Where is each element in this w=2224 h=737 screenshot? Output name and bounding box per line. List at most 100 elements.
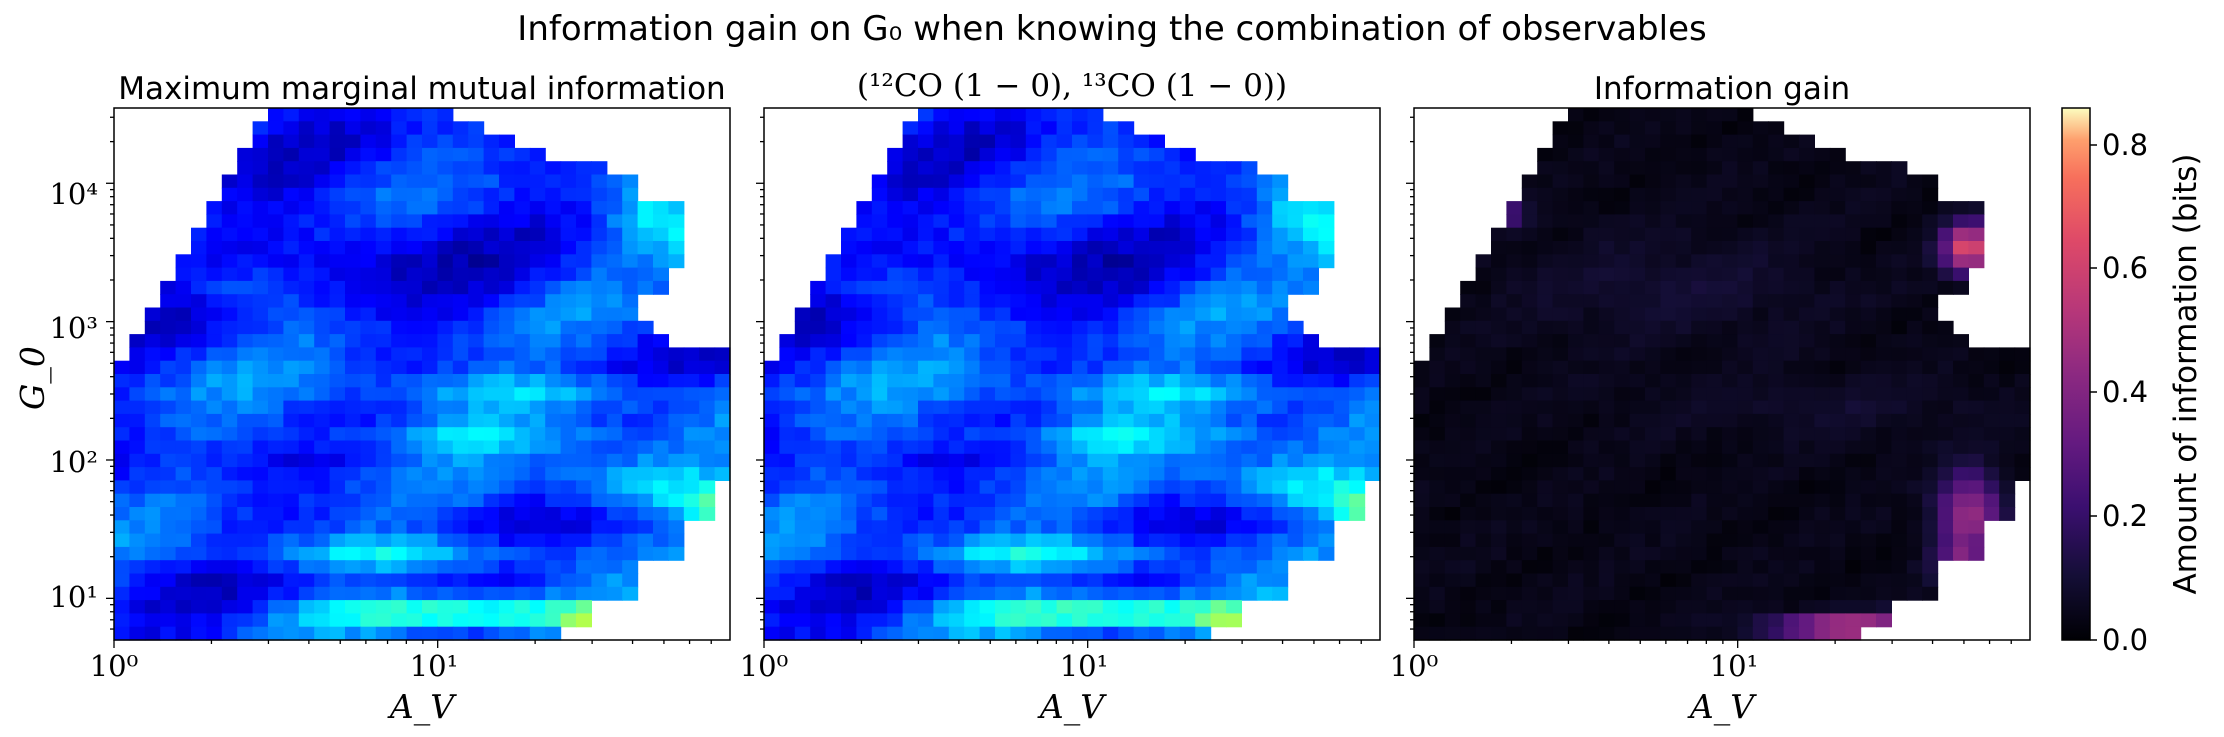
heatmap-cell bbox=[1087, 254, 1104, 269]
heatmap-cell bbox=[825, 334, 842, 348]
heatmap-cell bbox=[1475, 573, 1492, 588]
heatmap-cell bbox=[948, 400, 965, 415]
heatmap-cell bbox=[144, 546, 161, 561]
heatmap-cell bbox=[1195, 400, 1212, 415]
heatmap-cell bbox=[1118, 174, 1135, 189]
panel-1-xtick-10: 10¹ bbox=[410, 649, 459, 683]
heatmap-cell bbox=[979, 520, 996, 535]
heatmap-cell bbox=[1149, 241, 1165, 255]
heatmap-cell bbox=[1876, 227, 1892, 242]
heatmap-cell bbox=[1349, 413, 1366, 428]
heatmap-cell bbox=[653, 507, 669, 521]
heatmap-cell bbox=[606, 533, 623, 548]
heatmap-cell bbox=[1521, 241, 1538, 255]
heatmap-cell bbox=[1737, 467, 1754, 481]
heatmap-cell bbox=[437, 294, 454, 309]
heatmap-cell bbox=[468, 507, 485, 521]
heatmap-cell bbox=[514, 347, 531, 362]
heatmap-cell bbox=[1149, 600, 1165, 614]
heatmap-cell bbox=[545, 560, 562, 575]
heatmap-cell bbox=[637, 267, 654, 282]
heatmap-cell bbox=[1164, 507, 1181, 521]
heatmap-cell bbox=[1568, 546, 1584, 561]
heatmap-cell bbox=[668, 374, 685, 388]
heatmap-cell bbox=[1087, 267, 1104, 282]
heatmap-cell bbox=[1226, 241, 1242, 255]
heatmap-cell bbox=[1475, 400, 1492, 415]
heatmap-cell bbox=[221, 533, 238, 548]
heatmap-cell bbox=[1303, 374, 1319, 388]
heatmap-cell bbox=[1226, 613, 1242, 628]
heatmap-cell bbox=[948, 387, 965, 402]
heatmap-cell bbox=[1506, 560, 1523, 575]
heatmap-cell bbox=[452, 334, 469, 348]
heatmap-cell bbox=[948, 520, 965, 535]
heatmap-cell bbox=[437, 600, 454, 614]
heatmap-cell bbox=[964, 453, 981, 468]
heatmap-cell bbox=[1598, 134, 1615, 149]
heatmap-cell bbox=[499, 413, 515, 428]
heatmap-cell bbox=[1521, 613, 1538, 628]
heatmap-cell bbox=[576, 374, 592, 388]
heatmap-cell bbox=[1056, 147, 1073, 162]
heatmap-cell bbox=[1768, 413, 1785, 428]
heatmap-cell bbox=[1149, 533, 1165, 548]
heatmap-cell bbox=[329, 480, 346, 495]
heatmap-cell bbox=[160, 360, 177, 375]
heatmap-cell bbox=[1937, 427, 1954, 442]
heatmap-cell bbox=[825, 507, 842, 521]
heatmap-cell bbox=[1179, 480, 1196, 495]
heatmap-cell bbox=[606, 187, 623, 202]
heatmap-cell bbox=[1752, 307, 1769, 322]
heatmap-cell bbox=[1614, 214, 1631, 229]
heatmap-cell bbox=[175, 520, 192, 535]
heatmap-cell bbox=[1660, 307, 1677, 322]
heatmap-cell bbox=[452, 294, 469, 309]
heatmap-cell bbox=[1598, 573, 1615, 588]
heatmap-cell bbox=[375, 294, 392, 309]
heatmap-cell bbox=[794, 413, 811, 428]
heatmap-cell bbox=[129, 347, 146, 362]
heatmap-cell bbox=[1922, 320, 1939, 335]
heatmap-cell bbox=[1506, 467, 1523, 481]
heatmap-cell bbox=[918, 573, 934, 588]
heatmap-cell bbox=[1475, 560, 1492, 575]
heatmap-cell bbox=[1179, 147, 1196, 162]
heatmap-cell bbox=[794, 334, 811, 348]
heatmap-cell bbox=[1891, 520, 1908, 535]
heatmap-cell bbox=[1349, 453, 1366, 468]
heatmap-cell bbox=[1087, 507, 1104, 521]
heatmap-cell bbox=[499, 320, 515, 335]
heatmap-cell bbox=[1660, 374, 1677, 388]
heatmap-cell bbox=[160, 573, 177, 588]
heatmap-cell bbox=[1444, 387, 1461, 402]
heatmap-cell bbox=[1660, 187, 1677, 202]
heatmap-cell bbox=[1752, 267, 1769, 282]
heatmap-cell bbox=[856, 413, 873, 428]
heatmap-cell bbox=[144, 453, 161, 468]
heatmap-cell bbox=[329, 294, 346, 309]
heatmap-cell bbox=[268, 334, 284, 348]
heatmap-cell bbox=[1521, 387, 1538, 402]
heatmap-cell bbox=[1072, 374, 1088, 388]
heatmap-cell bbox=[933, 347, 950, 362]
heatmap-cell bbox=[268, 600, 284, 614]
heatmap-cell bbox=[1164, 387, 1181, 402]
heatmap-cell bbox=[1256, 533, 1273, 548]
heatmap-cell bbox=[1768, 320, 1785, 335]
heatmap-cell bbox=[1133, 573, 1150, 588]
heatmap-cell bbox=[1768, 161, 1785, 176]
heatmap-cell bbox=[221, 400, 238, 415]
heatmap-cell bbox=[764, 546, 780, 561]
heatmap-cell bbox=[1149, 440, 1165, 455]
heatmap-cell bbox=[995, 108, 1011, 122]
heatmap-cell bbox=[468, 467, 485, 481]
heatmap-cell bbox=[1179, 507, 1196, 521]
heatmap-cell bbox=[1583, 573, 1600, 588]
heatmap-cell bbox=[1149, 294, 1165, 309]
heatmap-cell bbox=[1598, 493, 1615, 508]
heatmap-cell bbox=[810, 360, 827, 375]
heatmap-cell bbox=[160, 400, 177, 415]
heatmap-cell bbox=[1799, 533, 1815, 548]
heatmap-cell bbox=[1614, 320, 1631, 335]
